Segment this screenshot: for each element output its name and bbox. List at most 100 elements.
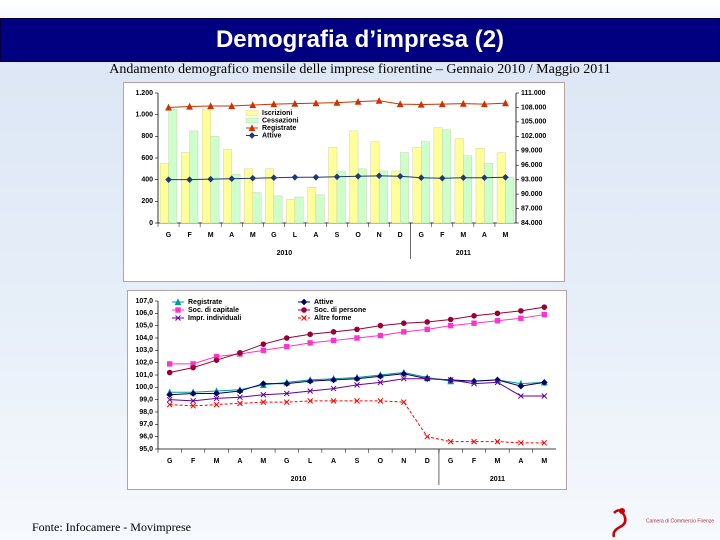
marker <box>438 100 446 108</box>
legend-marker <box>174 298 182 306</box>
y-tick-label: 600 <box>141 155 153 162</box>
bar <box>159 163 169 224</box>
legend-marker <box>175 315 181 321</box>
y-tick-label: 103,0 <box>135 347 153 354</box>
marker <box>166 396 173 403</box>
y-tick-label: 100,0 <box>135 384 153 391</box>
x-tick-label: G <box>419 232 425 239</box>
marker <box>447 316 454 323</box>
year-label: 2010 <box>277 250 293 257</box>
legend-swatch <box>245 117 259 124</box>
logo-text: Camera di Commercio Firenze <box>646 518 714 524</box>
x-tick-label: L <box>293 232 298 239</box>
marker <box>471 438 477 445</box>
marker <box>190 402 196 409</box>
x-tick-label: M <box>541 458 547 465</box>
marker <box>330 329 337 335</box>
marker <box>167 361 173 367</box>
bar <box>252 192 262 224</box>
marker <box>270 100 278 108</box>
bar <box>168 109 178 224</box>
bar <box>484 163 494 224</box>
legend-marker <box>301 315 307 321</box>
logo-mark <box>612 509 627 538</box>
y2-tick-label: 87.000 <box>521 205 543 212</box>
bar <box>189 130 199 224</box>
marker <box>494 438 501 445</box>
marker <box>471 313 477 319</box>
marker <box>312 99 320 107</box>
y2-tick-label: 84.000 <box>521 220 543 227</box>
marker <box>518 393 524 399</box>
y-tick-label: 200 <box>141 198 153 205</box>
marker <box>518 308 524 314</box>
chart: 0 200 400 600 800 1.000 1.200 84.000 87.000 90.00… <box>123 82 565 282</box>
bar <box>202 109 211 224</box>
marker <box>189 390 197 397</box>
x-tick-label: G <box>166 232 172 239</box>
marker <box>377 332 384 339</box>
marker <box>401 329 407 335</box>
marker <box>354 398 360 404</box>
marker <box>377 379 384 386</box>
y2-tick-label: 90.000 <box>521 191 543 198</box>
marker <box>459 99 467 107</box>
legend-label: Registrate <box>262 125 296 132</box>
marker <box>270 174 278 182</box>
marker <box>236 387 244 395</box>
y2-tick-label: 102.000 <box>521 133 546 140</box>
marker <box>166 369 173 376</box>
legend-marker <box>248 124 256 132</box>
marker <box>375 96 383 104</box>
marker <box>333 173 341 181</box>
y2-tick-label: 99.000 <box>521 148 543 155</box>
marker <box>424 375 431 382</box>
marker <box>283 390 290 397</box>
marker <box>190 398 196 404</box>
year-label: 2010 <box>291 476 307 483</box>
x-tick-label: A <box>518 458 523 465</box>
y-tick-label: 95,0 <box>139 446 153 453</box>
y-tick-label: 800 <box>141 133 153 140</box>
legend-label: Registrate <box>188 299 222 306</box>
marker <box>375 172 383 180</box>
y2-tick-label: 105.000 <box>521 119 546 126</box>
legend-label: Impr. individuali <box>188 315 241 322</box>
marker <box>400 399 407 405</box>
bar <box>223 149 232 224</box>
legend-label: Iscrizioni <box>262 110 292 117</box>
marker <box>213 395 220 402</box>
line <box>169 400 545 444</box>
marker <box>249 101 257 109</box>
source-note: Fonte: Infocamere - Movimprese <box>32 520 191 534</box>
marker <box>237 400 243 407</box>
marker <box>291 99 299 107</box>
y-tick-label: 96,0 <box>139 434 153 441</box>
bar <box>391 170 401 224</box>
legend-marker <box>175 307 181 313</box>
marker <box>213 401 220 408</box>
x-tick-label: S <box>355 458 360 465</box>
marker <box>354 382 360 388</box>
marker <box>283 380 291 387</box>
legend-marker <box>301 307 307 313</box>
legend-label: Attive <box>314 299 334 306</box>
marker <box>354 172 362 180</box>
marker <box>333 98 341 106</box>
y2-tick-label: 111.000 <box>521 90 546 97</box>
marker <box>447 377 454 383</box>
line <box>169 378 545 402</box>
marker <box>260 347 267 354</box>
marker <box>438 174 446 182</box>
marker <box>186 176 193 183</box>
x-tick-label: A <box>237 458 242 465</box>
marker <box>301 307 307 313</box>
marker <box>283 335 290 341</box>
x-tick-label: F <box>472 458 477 465</box>
x-tick-label: A <box>229 232 234 239</box>
x-tick-label: F <box>440 232 445 239</box>
marker <box>396 172 404 180</box>
y-tick-label: 400 <box>141 177 153 184</box>
marker <box>541 439 548 446</box>
